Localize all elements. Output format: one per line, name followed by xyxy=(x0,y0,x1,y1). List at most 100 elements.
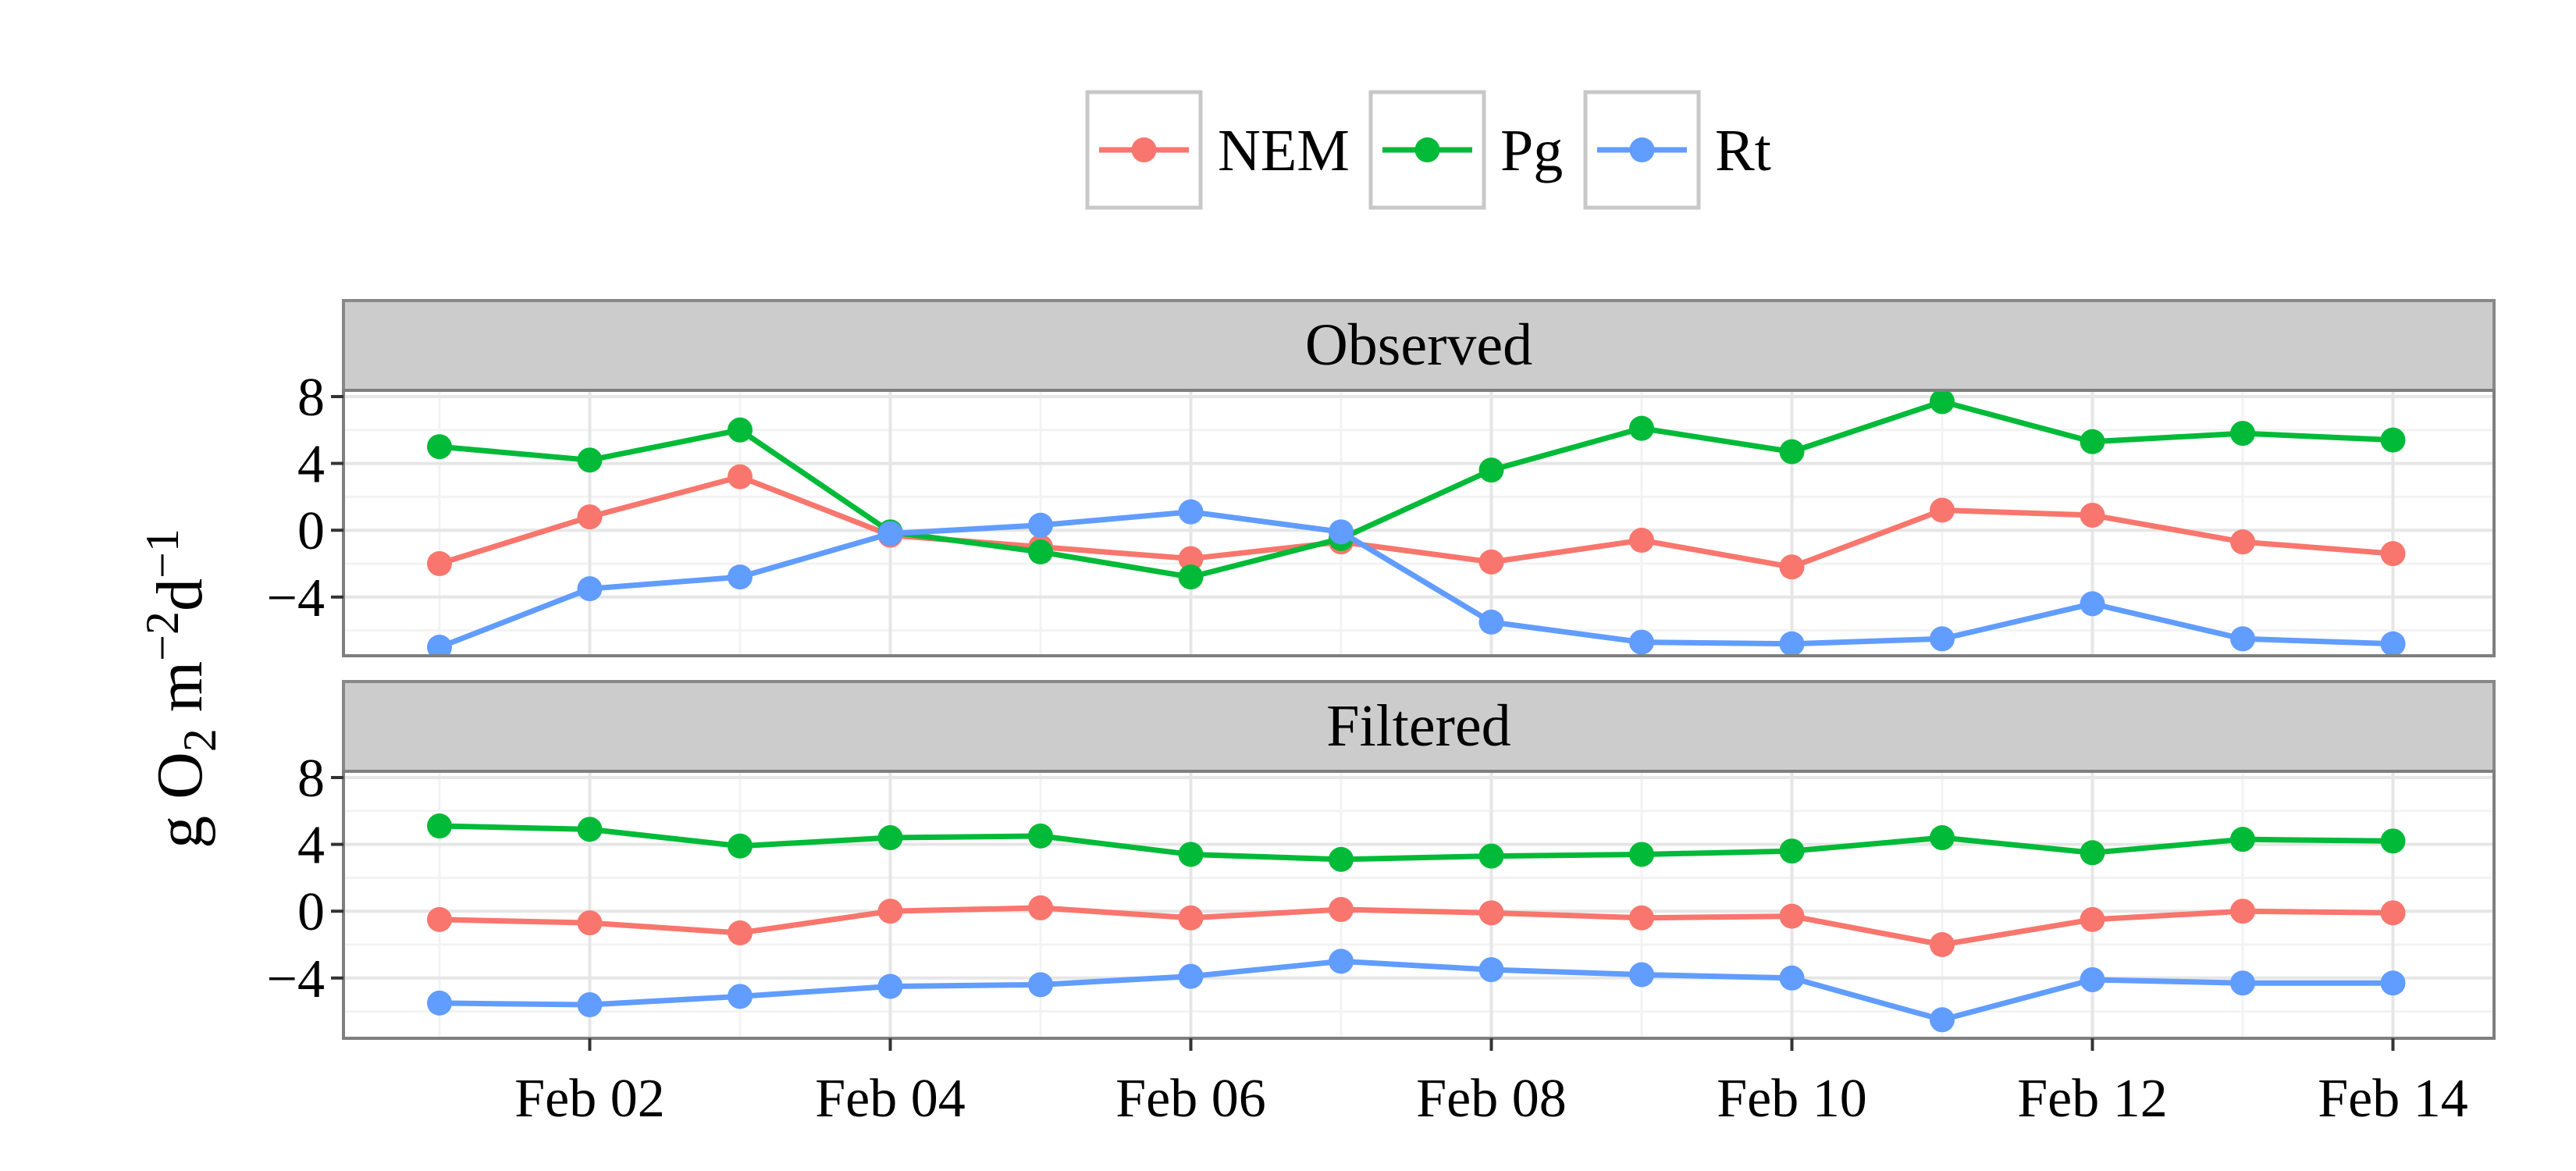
point-rt xyxy=(2380,631,2406,656)
y-tick-label: 8 xyxy=(297,368,325,428)
point-pg xyxy=(2380,828,2406,854)
y-tick-label: 0 xyxy=(297,882,325,942)
point-nem xyxy=(2380,541,2406,567)
point-pg xyxy=(427,813,452,839)
legend-label-nem: NEM xyxy=(1218,118,1350,183)
point-nem xyxy=(1629,905,1654,931)
point-rt xyxy=(1930,626,1955,652)
point-nem xyxy=(1178,905,1204,931)
point-nem xyxy=(1178,546,1204,571)
point-nem xyxy=(1930,932,1955,957)
point-rt xyxy=(2380,970,2406,996)
point-rt xyxy=(577,992,603,1018)
point-pg xyxy=(1779,838,1805,864)
y-tick-label: 8 xyxy=(297,749,325,809)
series-line-nem xyxy=(439,905,2393,948)
panel-border xyxy=(342,389,2496,657)
point-rt xyxy=(2080,966,2105,992)
series-line-rt xyxy=(439,958,2393,1023)
x-tick-label: Feb 10 xyxy=(1717,1069,1867,1129)
point-pg xyxy=(1629,415,1654,441)
legend-marker-nem xyxy=(1131,137,1157,162)
point-rt xyxy=(877,521,903,546)
point-rt xyxy=(1930,1007,1955,1033)
point-pg xyxy=(1478,457,1504,483)
point-pg xyxy=(2080,429,2105,454)
panel-observed: Observed 8 40 −4 xyxy=(267,299,2496,657)
point-nem xyxy=(728,464,753,489)
point-rt xyxy=(2230,970,2255,996)
point-pg xyxy=(1930,390,1955,415)
point-rt xyxy=(1629,629,1654,655)
point-nem xyxy=(577,910,603,936)
point-pg xyxy=(1478,843,1504,869)
point-pg xyxy=(427,434,452,460)
point-nem xyxy=(1779,554,1805,580)
series-line-pg xyxy=(439,398,2393,580)
y-axis-label: g O2 m−2d−1 xyxy=(137,529,226,849)
plot-background xyxy=(343,771,2494,1038)
point-pg xyxy=(728,833,753,859)
point-nem xyxy=(2380,900,2406,926)
point-rt xyxy=(1178,499,1204,525)
x-axis: Feb 02 Feb 04 Feb 06 Feb 08 Feb 10 Feb 12 Feb … xyxy=(514,1038,2468,1129)
legend-label-rt: Rt xyxy=(1715,118,1771,183)
y-tick-label: 4 xyxy=(297,816,325,876)
legend-marker-pg xyxy=(1414,137,1440,162)
point-rt xyxy=(2080,591,2105,617)
legend-label-pg: Pg xyxy=(1500,118,1563,183)
x-tick-label: Feb 12 xyxy=(2017,1069,2168,1129)
point-pg xyxy=(2230,827,2255,852)
x-tick-label: Feb 08 xyxy=(1416,1069,1567,1129)
panel-title: Filtered xyxy=(1326,693,1510,759)
point-rt xyxy=(1478,957,1504,983)
point-pg xyxy=(1779,439,1805,464)
panel-filtered: Filtered 8 40 −4 xyxy=(267,680,2496,1040)
point-nem xyxy=(1629,528,1654,553)
point-nem xyxy=(1028,895,1053,920)
point-rt xyxy=(427,635,452,656)
data-layer xyxy=(427,390,2406,656)
point-pg xyxy=(877,825,903,851)
point-rt xyxy=(728,984,753,1009)
point-rt xyxy=(1779,631,1805,656)
point-rt xyxy=(1629,962,1654,988)
point-pg xyxy=(2380,427,2406,453)
point-nem xyxy=(2080,906,2105,932)
point-nem xyxy=(2230,899,2255,924)
point-pg xyxy=(1028,823,1053,849)
y-tick-label: 4 xyxy=(297,435,325,495)
point-pg xyxy=(577,817,603,842)
point-nem xyxy=(577,504,603,530)
x-tick-label: Feb 06 xyxy=(1115,1069,1266,1129)
point-nem xyxy=(728,920,753,946)
point-pg xyxy=(2230,421,2255,447)
point-rt xyxy=(1178,963,1204,989)
panel-border xyxy=(342,770,2496,1040)
point-rt xyxy=(877,973,903,999)
y-tick-label: −4 xyxy=(267,949,325,1009)
point-pg xyxy=(1629,842,1654,867)
point-rt xyxy=(1329,949,1354,974)
point-nem xyxy=(1930,497,1955,523)
point-pg xyxy=(1930,825,1955,851)
point-rt xyxy=(577,576,603,602)
point-nem xyxy=(427,906,452,932)
point-pg xyxy=(577,447,603,473)
x-tick-label: Feb 04 xyxy=(815,1069,966,1129)
legend: NEM Pg Rt xyxy=(1085,90,1771,210)
point-rt xyxy=(1779,965,1805,991)
y-axis-title: g O2 m−2d−1 xyxy=(137,529,226,849)
point-nem xyxy=(1478,549,1504,575)
series-line-nem xyxy=(438,474,2393,570)
point-nem xyxy=(2080,502,2105,528)
data-layer xyxy=(427,813,2406,1033)
series-line-rt xyxy=(438,509,2393,650)
x-tick-label: Feb 14 xyxy=(2318,1069,2468,1129)
point-rt xyxy=(728,564,753,590)
point-pg xyxy=(1028,539,1053,565)
point-rt xyxy=(1028,972,1053,998)
legend-marker-rt xyxy=(1629,137,1655,162)
